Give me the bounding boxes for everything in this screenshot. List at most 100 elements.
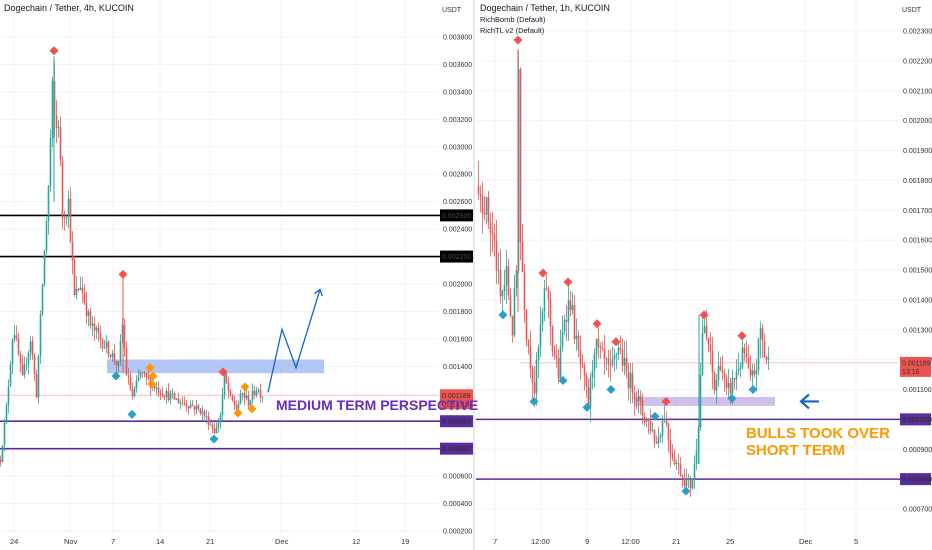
candle-body bbox=[707, 337, 710, 345]
candle-body bbox=[591, 370, 594, 378]
candle-body bbox=[625, 358, 628, 373]
y-tick-label: 0.001600 bbox=[903, 238, 932, 245]
candle-body bbox=[127, 375, 130, 378]
buy_alt-signal-diamond bbox=[147, 379, 157, 389]
candle-body bbox=[215, 427, 218, 434]
candle-body bbox=[759, 328, 762, 339]
candle-body bbox=[509, 295, 512, 316]
candle-body bbox=[83, 293, 86, 303]
candle-body bbox=[677, 463, 680, 465]
current-price-countdown: 13:16 bbox=[902, 369, 920, 376]
candle-body bbox=[259, 389, 262, 398]
candle-body bbox=[737, 369, 740, 372]
candle-body bbox=[61, 160, 64, 219]
left-price-axis: 0.003800 0.003600 0.003400 0.003200 0.003000… bbox=[440, 35, 473, 536]
candle-body bbox=[621, 349, 624, 366]
sell-signal-diamond bbox=[49, 46, 59, 56]
candle-body bbox=[541, 311, 544, 325]
projection-line bbox=[267, 289, 321, 393]
sell_alt-signal-diamond bbox=[145, 363, 155, 373]
candle-body bbox=[689, 477, 692, 489]
candle-body bbox=[25, 364, 28, 365]
candle-body bbox=[195, 405, 198, 410]
candle-body bbox=[659, 435, 662, 438]
candle-body bbox=[537, 347, 540, 360]
candle-body bbox=[147, 376, 150, 379]
candle-body bbox=[47, 186, 50, 222]
candle-body bbox=[97, 327, 100, 334]
candle-body bbox=[73, 260, 76, 296]
candle-body bbox=[485, 197, 488, 215]
current-price-label-bg bbox=[900, 356, 931, 377]
sell-signal-diamond bbox=[563, 277, 573, 287]
candle-body bbox=[15, 335, 18, 338]
candle-body bbox=[481, 196, 484, 214]
candle-body bbox=[539, 324, 542, 348]
candle-body bbox=[191, 404, 194, 407]
candle-body bbox=[719, 365, 722, 371]
sell-signal-diamond bbox=[699, 310, 709, 320]
candle-body bbox=[763, 340, 766, 357]
candle-body bbox=[5, 404, 8, 423]
x-tick-label: 25 bbox=[726, 537, 734, 546]
price-level-label: 0.001000 bbox=[902, 417, 931, 424]
candle-body bbox=[671, 454, 674, 459]
y-tick-label: 0.001700 bbox=[903, 208, 932, 215]
candle-body bbox=[597, 338, 600, 347]
x-tick-label: 12:00 bbox=[621, 537, 640, 546]
candle-body bbox=[253, 390, 256, 396]
price-level-label: 0.000800 bbox=[902, 477, 931, 484]
y-tick-label: 0.001900 bbox=[903, 148, 932, 155]
candle-body bbox=[45, 221, 48, 251]
candle-body bbox=[125, 348, 128, 376]
support-zone-rect bbox=[634, 396, 775, 406]
sell-signal-diamond bbox=[611, 337, 621, 347]
candle-body bbox=[85, 302, 88, 316]
candle-body bbox=[571, 304, 574, 311]
candle-body bbox=[503, 284, 506, 292]
candle-body bbox=[65, 215, 68, 219]
candle-body bbox=[637, 395, 640, 402]
candle-body bbox=[107, 341, 110, 356]
left-signal-markers bbox=[49, 46, 257, 444]
candle-body bbox=[715, 380, 718, 391]
candle-body bbox=[207, 416, 210, 426]
price-level-label: 0.002500 bbox=[442, 213, 471, 220]
candle-body bbox=[71, 241, 74, 261]
candle-body bbox=[177, 398, 180, 404]
candle-body bbox=[655, 441, 658, 444]
candle-body bbox=[95, 327, 98, 331]
candle-body bbox=[19, 354, 22, 364]
candle-body bbox=[703, 325, 706, 333]
candle-body bbox=[153, 384, 156, 389]
y-tick-label: 0.002800 bbox=[443, 172, 472, 179]
candle-body bbox=[117, 361, 120, 366]
y-tick-label: 0.002000 bbox=[903, 118, 932, 125]
candle-body bbox=[579, 349, 582, 364]
candle-body bbox=[569, 300, 572, 311]
left-arrow-icon bbox=[799, 393, 819, 410]
left-time-axis: 24 Nov 7 14 21 Dec 12 19 bbox=[10, 537, 409, 546]
candle-body bbox=[651, 429, 654, 431]
candle-body bbox=[477, 186, 480, 194]
candle-body bbox=[235, 405, 238, 409]
candle-body bbox=[255, 391, 258, 396]
candle-body bbox=[543, 288, 546, 312]
candle-body bbox=[711, 350, 714, 373]
y-tick-label: 0.002000 bbox=[443, 282, 472, 289]
candle-body bbox=[247, 395, 250, 406]
candle-body bbox=[157, 387, 160, 393]
sell-signal-diamond bbox=[513, 35, 523, 45]
price-level-label: 0.002200 bbox=[442, 254, 471, 261]
candle-body bbox=[745, 352, 748, 358]
sell-signal-diamond bbox=[592, 319, 602, 329]
candle-body bbox=[59, 126, 62, 161]
candle-body bbox=[111, 353, 114, 357]
y-tick-label: 0.001400 bbox=[903, 297, 932, 304]
left-unit-label: USDT bbox=[442, 7, 462, 14]
price-level-label: 0.000800 bbox=[442, 446, 471, 453]
candle-body bbox=[167, 390, 170, 401]
candle-body bbox=[755, 370, 758, 375]
y-tick-label: 0.000400 bbox=[443, 501, 472, 508]
